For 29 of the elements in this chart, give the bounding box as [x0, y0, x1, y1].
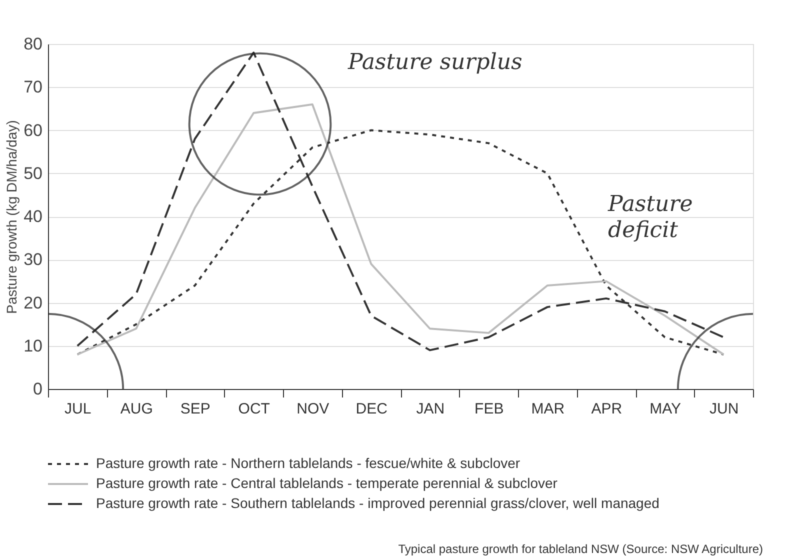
- y-tick-label: 40: [24, 207, 42, 226]
- legend-label: Pasture growth rate - Southern tablelands - improved perennial grass/clover, well managed: [96, 495, 660, 511]
- x-tick-label: SEP: [180, 400, 210, 418]
- y-tick-label: 0: [33, 380, 42, 398]
- y-axis-title: Pasture growth (kg DM/ha/day): [4, 120, 20, 314]
- x-tick-label: MAR: [531, 400, 565, 418]
- x-tick-label: JAN: [416, 400, 445, 418]
- line-series: [76, 52, 725, 352]
- legend-label: Pasture growth rate - Northern tablelands - fescue/white & subclover: [96, 455, 520, 471]
- y-tick-label: 10: [24, 336, 42, 356]
- x-tick-label: JUL: [64, 400, 92, 418]
- y-tick-label: 50: [24, 164, 42, 183]
- annotation: Pasture surplus: [347, 50, 522, 75]
- annotation: Pasture deficit: [607, 192, 693, 243]
- x-tick-label: JUN: [710, 400, 739, 418]
- text: Typical pasture growth for tableland NSW (Source: NSW Agriculture): [398, 542, 763, 556]
- x-tick-label: MAY: [650, 400, 682, 418]
- y-tick-label: 80: [24, 34, 42, 54]
- x-tick-label: NOV: [296, 400, 330, 418]
- x-tick-label: AUG: [120, 400, 153, 418]
- y-tick-label: 60: [24, 120, 42, 140]
- x-tick-label: APR: [591, 400, 622, 418]
- legend-label: Pasture growth rate - Central tablelands - temperate perennial & subclover: [96, 475, 558, 491]
- y-tick-label: 20: [24, 293, 42, 312]
- y-tick-label: 70: [24, 78, 42, 97]
- x-tick-label: FEB: [474, 400, 504, 418]
- x-tick-label: DEC: [356, 400, 388, 418]
- y-tick-label: 30: [24, 250, 42, 270]
- x-tick-label: OCT: [238, 400, 270, 418]
